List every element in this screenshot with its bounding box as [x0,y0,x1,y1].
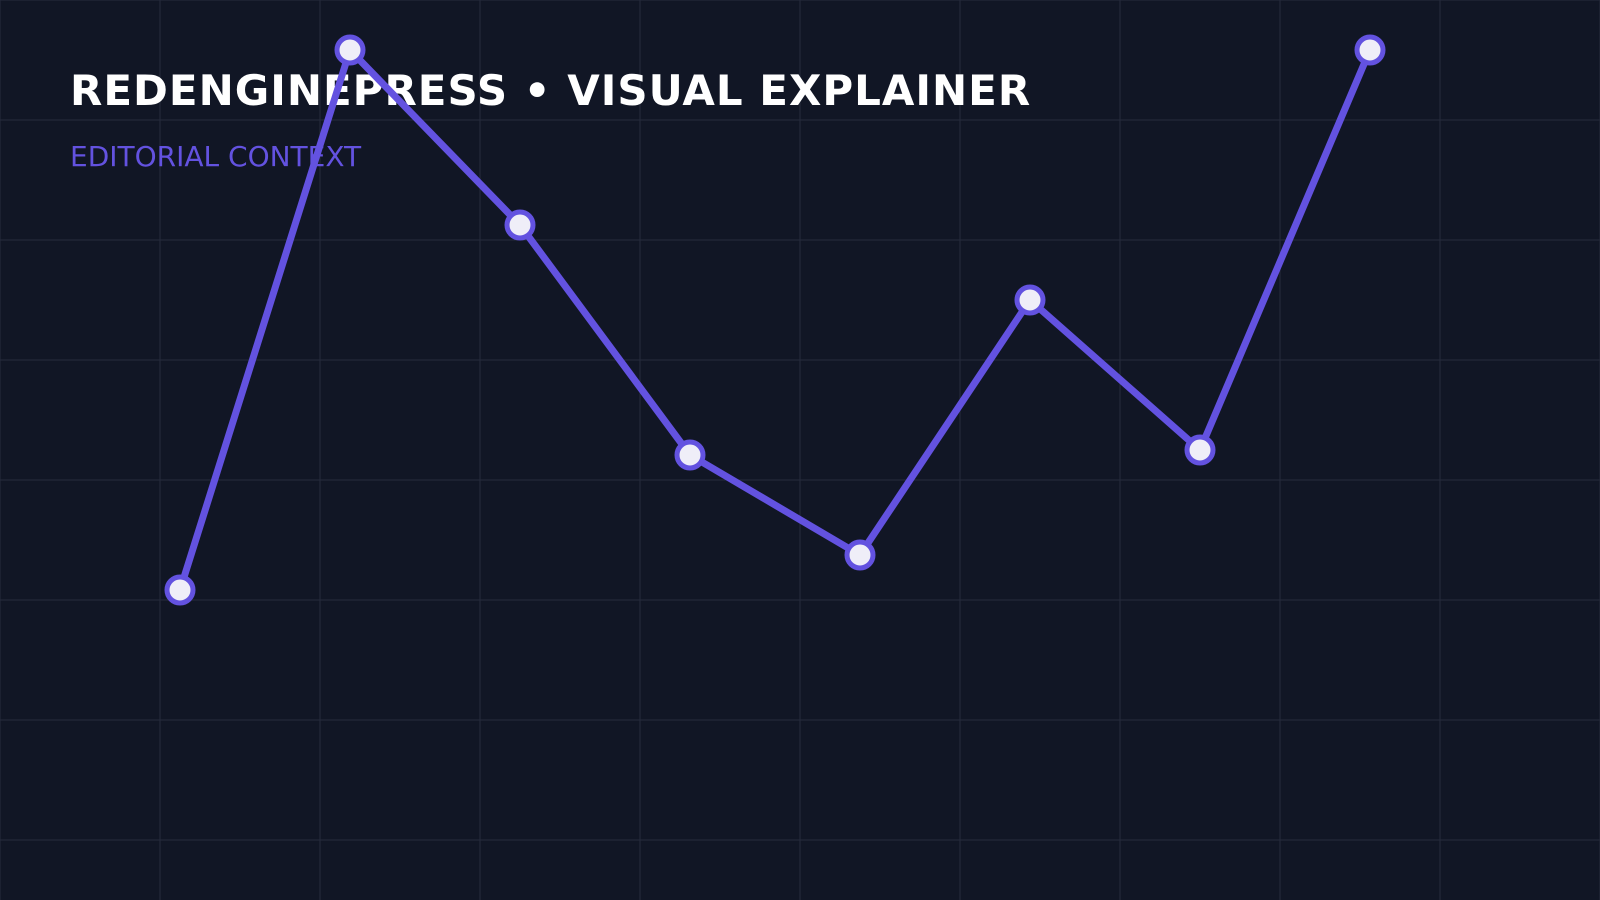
chart-title: REDENGINEPRESS • VISUAL EXPLAINER [70,66,1032,115]
data-point-4 [674,439,706,471]
data-point-6 [1014,284,1046,316]
data-point-3 [504,209,536,241]
data-point-2 [334,34,366,66]
data-point-7 [1184,434,1216,466]
data-point-5 [844,539,876,571]
data-point-1 [164,574,196,606]
series-line [176,46,1374,594]
data-point-8 [1354,34,1386,66]
